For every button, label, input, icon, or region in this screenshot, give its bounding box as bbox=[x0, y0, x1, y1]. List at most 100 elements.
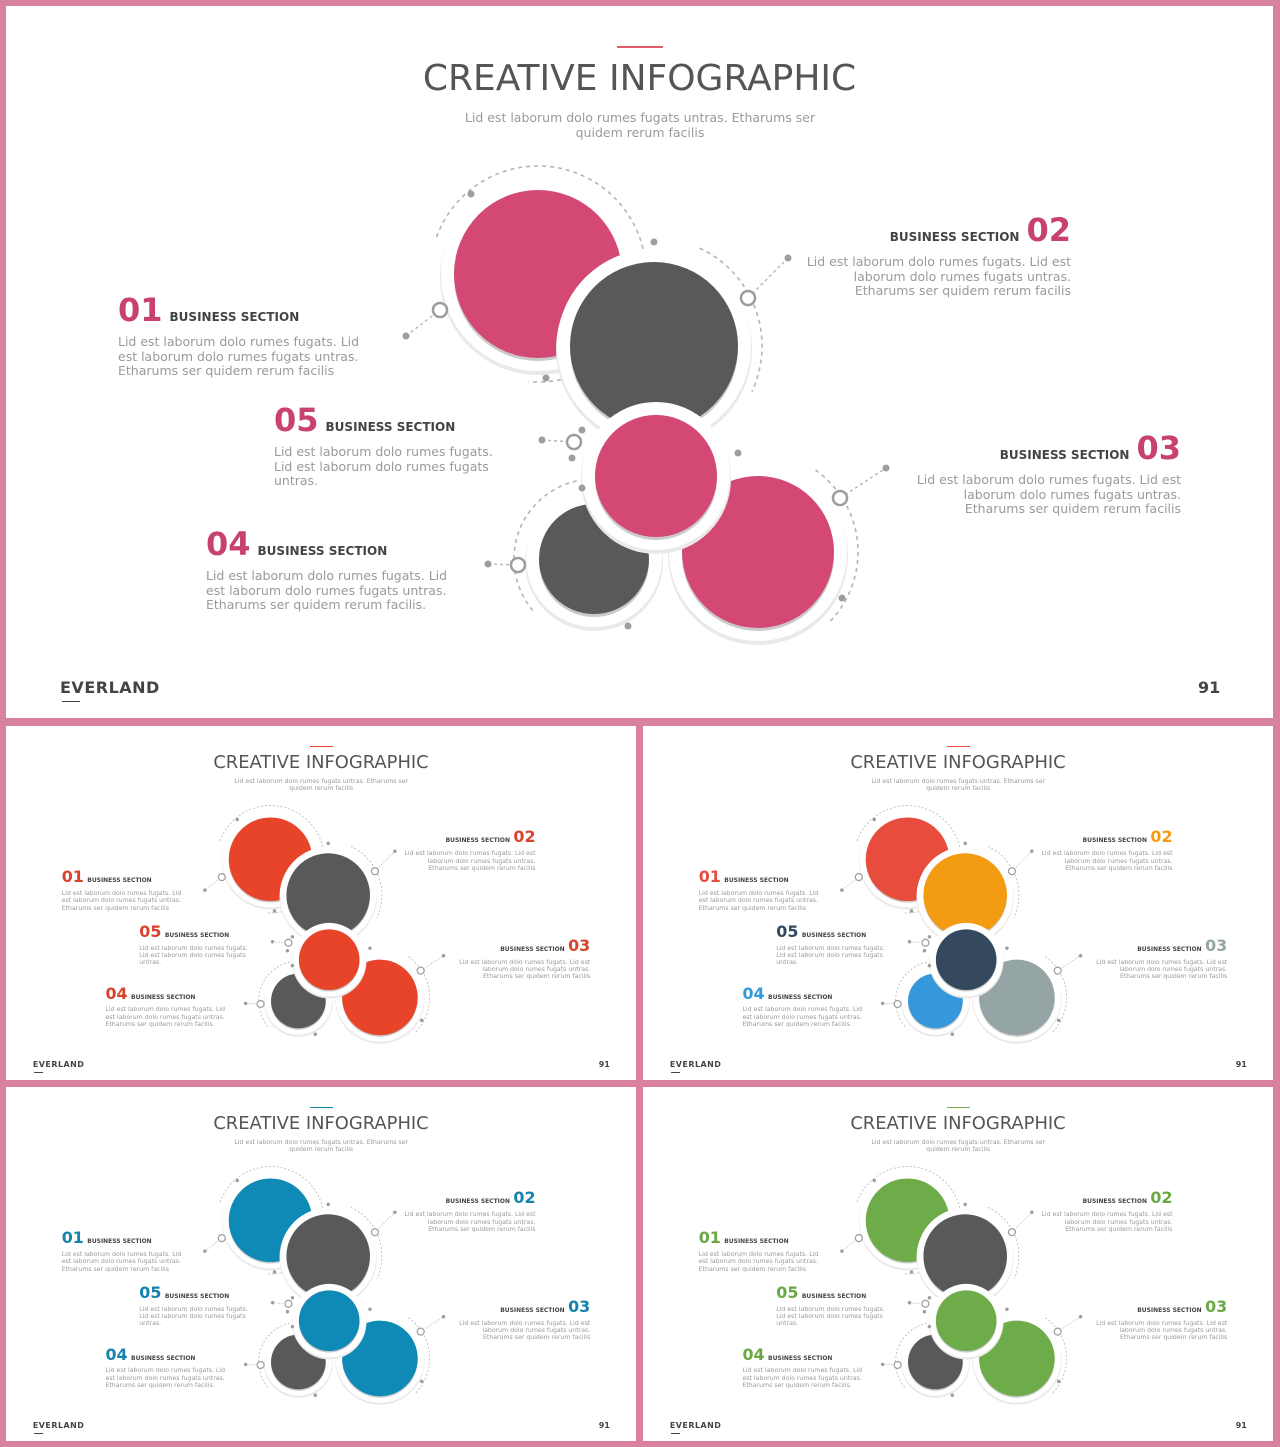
section-number: 02 bbox=[1026, 211, 1071, 249]
section-description: Lid est laborum dolo rumes fugats. Lid e… bbox=[404, 1211, 536, 1233]
dashed-arc bbox=[1045, 1317, 1068, 1394]
section-label: BUSINESS SECTION bbox=[768, 993, 833, 1001]
connector-ring bbox=[431, 301, 449, 319]
section-label: BUSINESS SECTION bbox=[169, 310, 300, 324]
connector-ring bbox=[284, 938, 293, 947]
connector-dot bbox=[950, 1032, 955, 1036]
section-heading: BUSINESS SECTION 03 bbox=[434, 936, 590, 959]
business-section-04: 04 BUSINESS SECTION Lid est laborum dolo r… bbox=[206, 526, 506, 613]
section-heading: BUSINESS SECTION 02 bbox=[756, 212, 1071, 255]
connector-ring bbox=[256, 1360, 265, 1370]
business-section-04: 04 BUSINESS SECTION Lid est laborum dolo r… bbox=[105, 1344, 254, 1390]
section-label: BUSINESS SECTION bbox=[131, 1354, 196, 1362]
dashed-arc bbox=[699, 247, 763, 392]
section-description: Lid est laborum dolo rumes fugats. Lid e… bbox=[776, 1305, 885, 1328]
circle-c2 bbox=[923, 853, 1007, 937]
section-label: BUSINESS SECTION bbox=[1137, 1306, 1202, 1314]
connector-ring bbox=[416, 966, 425, 975]
section-number: 03 bbox=[1205, 1296, 1228, 1316]
dashed-arc bbox=[513, 479, 581, 611]
slide-subtitle: Lid est laborum dolo rumes fugats untras… bbox=[234, 777, 409, 793]
section-label: BUSINESS SECTION bbox=[999, 448, 1130, 462]
connector-dot bbox=[907, 940, 912, 944]
connector-ring bbox=[831, 489, 849, 507]
business-section-05: 05 BUSINESS SECTION Lid est laborum dolo r… bbox=[139, 1282, 278, 1328]
connector-dot bbox=[538, 436, 546, 444]
connector-dot bbox=[578, 426, 586, 434]
connector-dot bbox=[1030, 849, 1034, 854]
connector-dot bbox=[326, 841, 330, 846]
business-section-05: 05 BUSINESS SECTION Lid est laborum dolo r… bbox=[776, 1283, 915, 1328]
connector-dot bbox=[963, 841, 967, 846]
connector-dot bbox=[270, 940, 275, 944]
section-heading: BUSINESS SECTION 03 bbox=[1071, 936, 1227, 959]
slide-1: CREATIVE INFOGRAPHIC Lid est laborum dolo… bbox=[6, 6, 1273, 718]
circle-diagram bbox=[840, 1166, 1083, 1405]
connector-dot bbox=[441, 953, 446, 958]
connector-ring bbox=[921, 1299, 930, 1308]
section-number: 04 bbox=[105, 1344, 128, 1364]
section-label: BUSINESS SECTION bbox=[724, 1238, 789, 1246]
connector-dot bbox=[838, 594, 846, 602]
section-description: Lid est laborum dolo rumes fugats. Lid e… bbox=[139, 944, 248, 967]
connector-dot bbox=[1078, 1314, 1083, 1319]
section-number: 02 bbox=[513, 827, 536, 847]
dashed-arc bbox=[895, 1322, 929, 1388]
section-number: 01 bbox=[61, 1228, 84, 1248]
connector-dot bbox=[927, 1324, 932, 1329]
brand-underline bbox=[670, 1071, 680, 1073]
section-description: Lid est laborum dolo rumes fugats. Lid e… bbox=[698, 1251, 819, 1273]
section-heading: 04 BUSINESS SECTION bbox=[742, 1345, 891, 1368]
slide-3: CREATIVE INFOGRAPHIC Lid est laborum dolo… bbox=[643, 726, 1273, 1080]
connector-dot bbox=[909, 909, 914, 913]
dashed-arc bbox=[219, 805, 325, 914]
connector-ring bbox=[284, 1299, 293, 1308]
connector-dot bbox=[927, 935, 932, 939]
connector-dot bbox=[243, 1001, 248, 1006]
section-number: 01 bbox=[118, 291, 163, 329]
connector-dot bbox=[419, 1379, 424, 1384]
section-label: BUSINESS SECTION bbox=[1082, 837, 1147, 845]
connector-dot bbox=[840, 1249, 844, 1253]
page-number: 91 bbox=[598, 1060, 610, 1070]
section-label: BUSINESS SECTION bbox=[445, 1198, 510, 1206]
connector-dot bbox=[290, 935, 295, 939]
dashed-arc bbox=[258, 961, 292, 1027]
dashed-arc bbox=[435, 165, 647, 383]
section-description: Lid est laborum dolo rumes fugats. Lid e… bbox=[105, 1367, 226, 1389]
section-heading: 04 BUSINESS SECTION bbox=[105, 1344, 254, 1368]
connector-ring bbox=[1007, 1228, 1017, 1237]
connector-dot bbox=[290, 963, 295, 968]
connector-dot bbox=[368, 1307, 372, 1311]
section-description: Lid est laborum dolo rumes fugats. Lid e… bbox=[1041, 1211, 1173, 1233]
connector-dot bbox=[542, 374, 550, 382]
connector-dot bbox=[1005, 946, 1009, 950]
section-description: Lid est laborum dolo rumes fugats. Lid e… bbox=[1096, 1319, 1228, 1342]
section-heading: 04 BUSINESS SECTION bbox=[206, 526, 506, 569]
connector-dot bbox=[285, 1309, 290, 1314]
connector-ring bbox=[893, 1360, 902, 1370]
section-label: BUSINESS SECTION bbox=[1082, 1198, 1147, 1206]
connector-dot bbox=[1056, 1018, 1061, 1023]
section-label: BUSINESS SECTION bbox=[87, 877, 152, 885]
section-heading: BUSINESS SECTION 03 bbox=[1071, 1296, 1228, 1320]
section-description: Lid est laborum dolo rumes fugats. Lid e… bbox=[139, 1305, 248, 1328]
brand-underline bbox=[62, 701, 80, 702]
title-accent-bar bbox=[309, 745, 333, 747]
circle-diagram bbox=[840, 805, 1083, 1044]
section-number: 01 bbox=[698, 1228, 721, 1248]
business-section-02: BUSINESS SECTION 02 Lid est laborum dolo r… bbox=[379, 1188, 536, 1233]
section-number: 01 bbox=[61, 867, 84, 887]
business-section-03: BUSINESS SECTION 03 Lid est laborum dolo r… bbox=[434, 936, 590, 981]
connector-dot bbox=[624, 622, 632, 630]
slide-title: CREATIVE INFOGRAPHIC bbox=[213, 1112, 429, 1134]
section-heading: BUSINESS SECTION 02 bbox=[1016, 828, 1173, 850]
business-section-02: BUSINESS SECTION 02 Lid est laborum dolo r… bbox=[379, 827, 536, 872]
connector-dot bbox=[784, 254, 792, 262]
section-number: 02 bbox=[513, 1188, 536, 1208]
slide-subtitle: Lid est laborum dolo rumes fugats untras… bbox=[464, 110, 816, 140]
section-number: 05 bbox=[139, 1282, 162, 1302]
brand-logo: EVERLAND bbox=[60, 678, 160, 697]
brand-underline bbox=[33, 1071, 43, 1073]
circle-c3 bbox=[595, 415, 717, 537]
